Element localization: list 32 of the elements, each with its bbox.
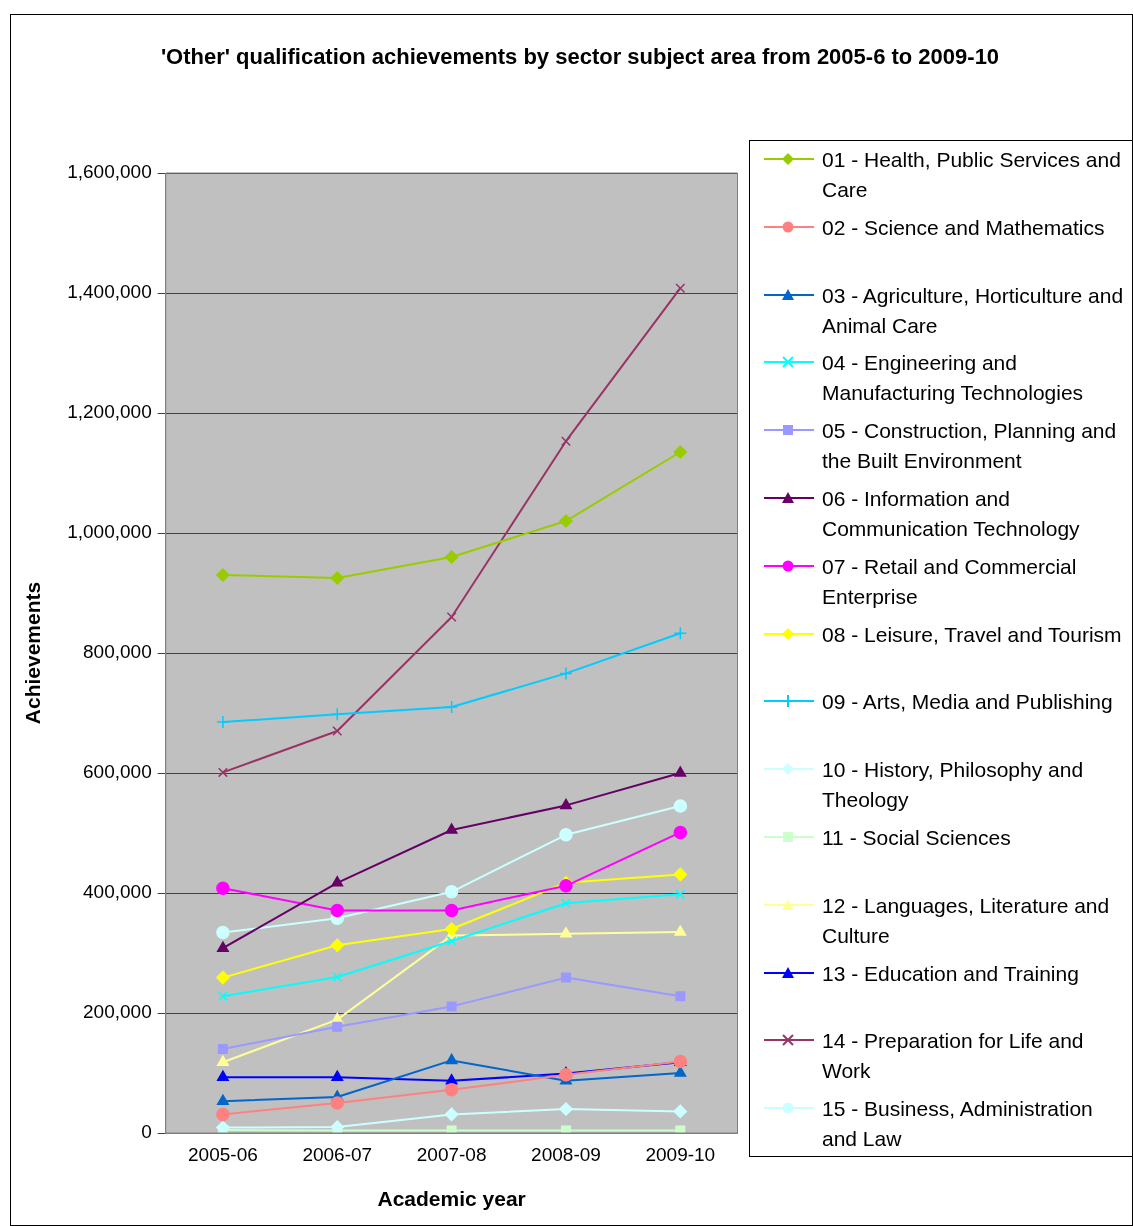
legend-label: 07 - Retail and Commercial Enterprise: [822, 553, 1078, 610]
legend-label: 11 - Social Sciences: [822, 824, 1012, 851]
y-tick-label: 200,000: [83, 1001, 152, 1023]
y-tick-label: 1,000,000: [67, 521, 152, 543]
legend-label: 13 - Education and Training: [822, 960, 1080, 987]
y-tick-label: 600,000: [83, 761, 152, 783]
legend-label: 12 - Languages, Literature and Culture: [822, 892, 1111, 949]
legend-label: 06 - Information and Communication Technology: [822, 486, 1081, 542]
x-axis-title: Academic year: [377, 1187, 526, 1211]
y-tick-label: 0: [141, 1121, 152, 1143]
legend-label: 05 - Construction, Planning and the Built Environment: [822, 418, 1118, 475]
y-tick-label: 1,600,000: [67, 161, 152, 183]
legend-label: 14 - Preparation for Life and Work: [822, 1028, 1085, 1085]
y-tick-label: 400,000: [83, 881, 152, 903]
chart-title: 'Other' qualification achievements by sector subject area from 2005-6 to 2009-10: [159, 43, 1001, 71]
legend-label: 02 - Science and Mathematics: [822, 214, 1106, 241]
y-axis-title: Achievements: [21, 581, 45, 725]
legend-label: 04 - Engineering and Manufacturing Technologies: [822, 350, 1085, 407]
legend-label: 03 - Agriculture, Horticulture and Animal Care: [822, 282, 1124, 339]
legend-label: 01 - Health, Public Services and Care: [822, 147, 1122, 203]
legend-label: 08 - Leisure, Travel and Tourism: [822, 621, 1123, 648]
x-tick-label: 2007-08: [416, 1143, 487, 1165]
x-tick-label: 2006-07: [302, 1143, 373, 1165]
x-tick-label: 2005-06: [188, 1143, 258, 1165]
x-tick-label: 2009-10: [645, 1143, 716, 1165]
y-tick-label: 1,200,000: [67, 401, 152, 423]
legend-label: 09 - Arts, Media and Publishing: [822, 689, 1114, 716]
x-tick-label: 2008-09: [531, 1143, 601, 1165]
legend-label: 15 - Business, Administration and Law: [822, 1096, 1094, 1153]
y-tick-label: 800,000: [83, 641, 152, 663]
y-tick-label: 1,400,000: [67, 281, 152, 303]
legend-label: 10 - History, Philosophy and Theology: [822, 757, 1085, 814]
